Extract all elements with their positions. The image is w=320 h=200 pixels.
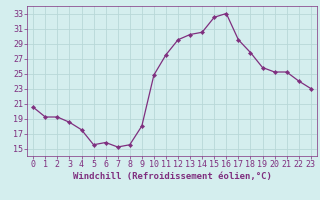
X-axis label: Windchill (Refroidissement éolien,°C): Windchill (Refroidissement éolien,°C)	[73, 172, 271, 181]
